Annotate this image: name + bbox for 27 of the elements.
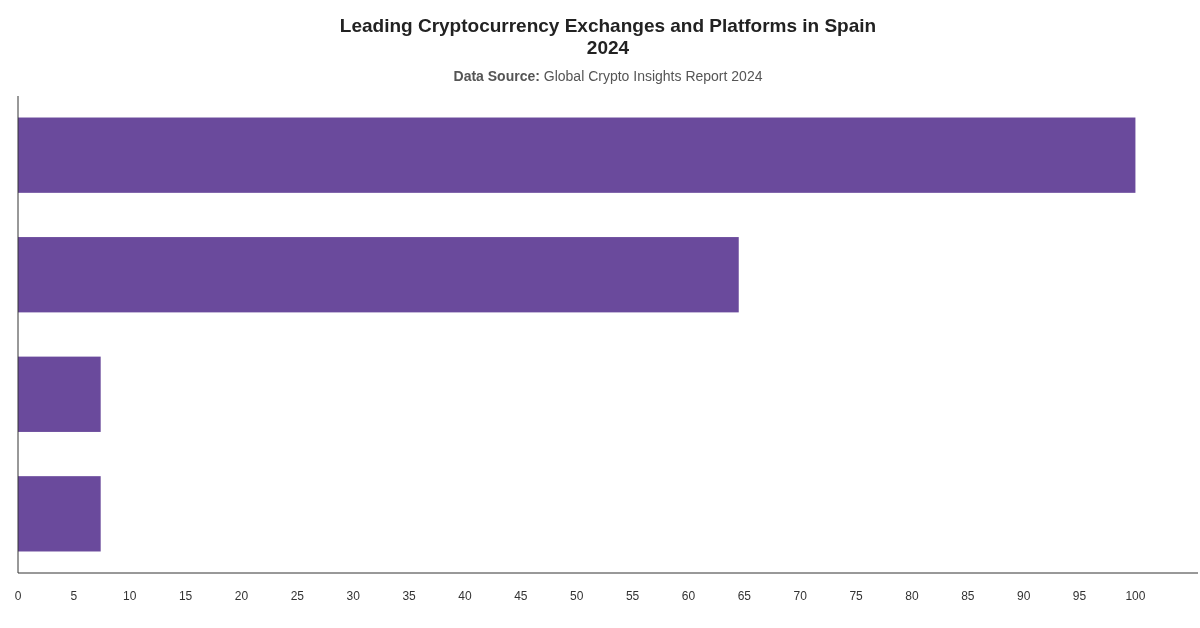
x-tick-label: 30 (346, 589, 361, 603)
x-tick-label: 40 (458, 589, 472, 603)
source-note: Data Source: Global Crypto Insights Report 2024 (453, 68, 763, 84)
x-tick-label: 5 (70, 589, 78, 603)
bar (18, 476, 101, 552)
x-tick-label: 95 (1072, 589, 1087, 603)
x-tick-label: 60 (681, 589, 696, 603)
x-tick-label: 0 (14, 589, 22, 603)
x-tick-label: 35 (402, 589, 417, 603)
x-tick-label: 55 (625, 589, 640, 603)
x-tick-label: 65 (737, 589, 752, 603)
x-tick-label: 70 (793, 589, 808, 603)
x-tick-label: 50 (570, 589, 584, 603)
bar (18, 237, 739, 313)
x-tick-label: 75 (849, 589, 864, 603)
chart-title: Leading Cryptocurrency Exchanges and Platforms in Spain 2024 (339, 15, 877, 58)
x-tick-label: 80 (905, 589, 919, 603)
x-tick-label: 90 (1017, 589, 1031, 603)
x-tick-label: 15 (178, 589, 193, 603)
x-tick-label: 85 (961, 589, 975, 603)
x-tick-label: 10 (123, 589, 137, 603)
x-tick-label: 45 (514, 589, 528, 603)
x-tick-label: 20 (234, 589, 249, 603)
x-tick-label: 100 (1125, 589, 1146, 603)
bar (18, 117, 1136, 193)
bar (18, 356, 101, 432)
x-tick-label: 25 (290, 589, 305, 603)
